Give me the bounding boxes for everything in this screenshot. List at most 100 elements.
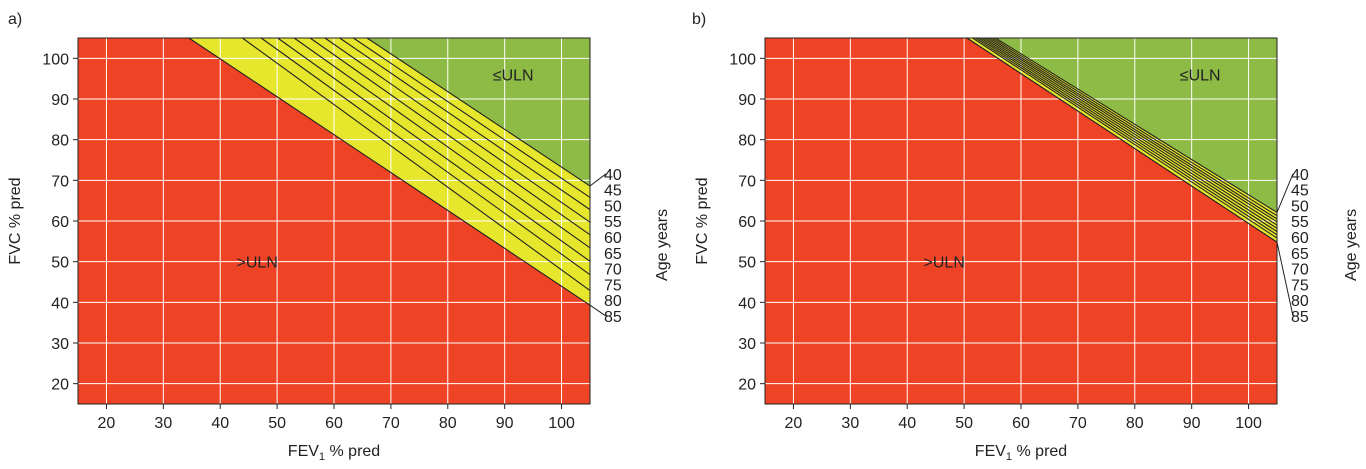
age-label: 45 <box>604 183 622 200</box>
age-label: 40 <box>604 167 622 184</box>
ratio-line-age-60 <box>309 37 591 236</box>
ratio-line-age-65 <box>980 37 1278 229</box>
ratio-line-age-85 <box>966 37 1278 243</box>
chart-panel-b: 20 30 40 50 60 70 80 90 100 20 30 40 50 60 70 80 90 100 b)… <box>692 11 1360 463</box>
y-tick-label: 50 <box>738 255 756 272</box>
x-axis-label-rest: % pred <box>1012 443 1067 460</box>
y-tick-label: 80 <box>738 133 756 150</box>
x-tick-label: 80 <box>1126 415 1144 432</box>
age-leader-line <box>1276 173 1294 213</box>
y-tick-label: 40 <box>51 295 69 312</box>
ratio-line-age-50 <box>339 37 591 211</box>
age-label: 65 <box>1291 246 1309 263</box>
y-tick-label: 60 <box>738 214 756 231</box>
x-axis-label-subscript: 1 <box>319 451 325 463</box>
region-label-above-uln: >ULN <box>924 255 965 272</box>
ratio-line-age-45 <box>353 37 591 198</box>
age-label: 65 <box>604 246 622 263</box>
ratio-line-age-75 <box>975 37 1278 236</box>
age-label: 85 <box>1291 309 1309 326</box>
x-axis-label-main: FEV <box>288 443 319 460</box>
y-tick-label: 70 <box>51 173 69 190</box>
region-label-above-uln: >ULN <box>237 255 278 272</box>
ratio-line-age-65 <box>293 37 591 249</box>
x-tick-label: 40 <box>898 415 916 432</box>
ratio-line-age-40 <box>366 37 591 187</box>
y-tick-label: 20 <box>738 377 756 394</box>
age-label: 70 <box>604 262 622 279</box>
age-label: 70 <box>1291 262 1309 279</box>
ratio-line-age-70 <box>978 37 1278 233</box>
age-leader-line <box>589 304 607 317</box>
y-axis-label: FVC % pred <box>7 177 24 264</box>
x-tick-label: 100 <box>1235 415 1262 432</box>
x-tick-label: 90 <box>496 415 514 432</box>
ratio-line-age-45 <box>992 37 1278 217</box>
x-tick-label: 70 <box>382 415 400 432</box>
age-label: 60 <box>604 230 622 247</box>
x-axis-label: FEV1 % pred <box>288 443 380 463</box>
age-label: 85 <box>604 309 622 326</box>
x-tick-label: 30 <box>841 415 859 432</box>
x-tick-label: 30 <box>154 415 172 432</box>
x-tick-label: 90 <box>1183 415 1201 432</box>
y-tick-label: 90 <box>738 92 756 109</box>
panel-label: a) <box>8 11 22 28</box>
y-tick-label: 100 <box>42 51 69 68</box>
x-tick-label: 50 <box>268 415 286 432</box>
x-axis-label-main: FEV <box>975 443 1006 460</box>
x-tick-label: 20 <box>98 415 116 432</box>
age-label: 50 <box>1291 198 1309 215</box>
ratio-line-age-85 <box>188 37 591 306</box>
panel-label: b) <box>692 11 706 28</box>
ratio-line-age-40 <box>995 37 1278 213</box>
y-axis-label: FVC % pred <box>694 177 711 264</box>
age-label: 40 <box>1291 167 1309 184</box>
x-tick-label: 80 <box>439 415 457 432</box>
ratio-line-age-80 <box>972 37 1278 239</box>
age-label: 75 <box>604 277 622 294</box>
x-tick-label: 100 <box>548 415 575 432</box>
y-tick-label: 50 <box>51 255 69 272</box>
age-label: 75 <box>1291 277 1309 294</box>
age-label: 60 <box>1291 230 1309 247</box>
x-tick-label: 70 <box>1069 415 1087 432</box>
x-tick-label: 40 <box>211 415 229 432</box>
age-leader-line <box>1276 242 1294 317</box>
region-label-below-uln: ≤ULN <box>1180 68 1221 85</box>
ratio-line-age-70 <box>277 37 591 262</box>
ratio-line-age-80 <box>242 37 591 291</box>
ratio-line-age-50 <box>989 37 1278 220</box>
age-label: 80 <box>604 293 622 310</box>
ratio-line-age-75 <box>260 37 591 276</box>
y-tick-label: 100 <box>729 51 756 68</box>
x-tick-label: 60 <box>325 415 343 432</box>
y-tick-label: 20 <box>51 377 69 394</box>
x-tick-label: 60 <box>1012 415 1030 432</box>
y-tick-label: 30 <box>738 336 756 353</box>
age-label: 55 <box>604 214 622 231</box>
age-axis-label: Age years <box>654 209 671 281</box>
chart-panel-a: 20 30 40 50 60 70 80 90 100 20 30 40 50 60 70 80 90 100 a)… <box>7 11 671 463</box>
y-tick-label: 30 <box>51 336 69 353</box>
y-tick-label: 40 <box>738 295 756 312</box>
x-tick-label: 20 <box>785 415 803 432</box>
x-axis-label-subscript: 1 <box>1006 451 1012 463</box>
age-axis-label: Age years <box>1343 209 1360 281</box>
y-tick-label: 60 <box>51 214 69 231</box>
age-label: 50 <box>604 198 622 215</box>
age-label: 45 <box>1291 183 1309 200</box>
x-axis-label-rest: % pred <box>325 443 380 460</box>
ratio-line-age-55 <box>324 37 591 223</box>
region-label-below-uln: ≤ULN <box>493 68 534 85</box>
x-axis-label: FEV1 % pred <box>975 443 1067 463</box>
ratio-line-age-55 <box>986 37 1278 223</box>
y-tick-label: 80 <box>51 133 69 150</box>
age-label: 55 <box>1291 214 1309 231</box>
age-label: 80 <box>1291 293 1309 310</box>
ratio-line-age-60 <box>983 37 1278 226</box>
age-leader-line <box>589 173 607 187</box>
x-tick-label: 50 <box>955 415 973 432</box>
y-tick-label: 90 <box>51 92 69 109</box>
